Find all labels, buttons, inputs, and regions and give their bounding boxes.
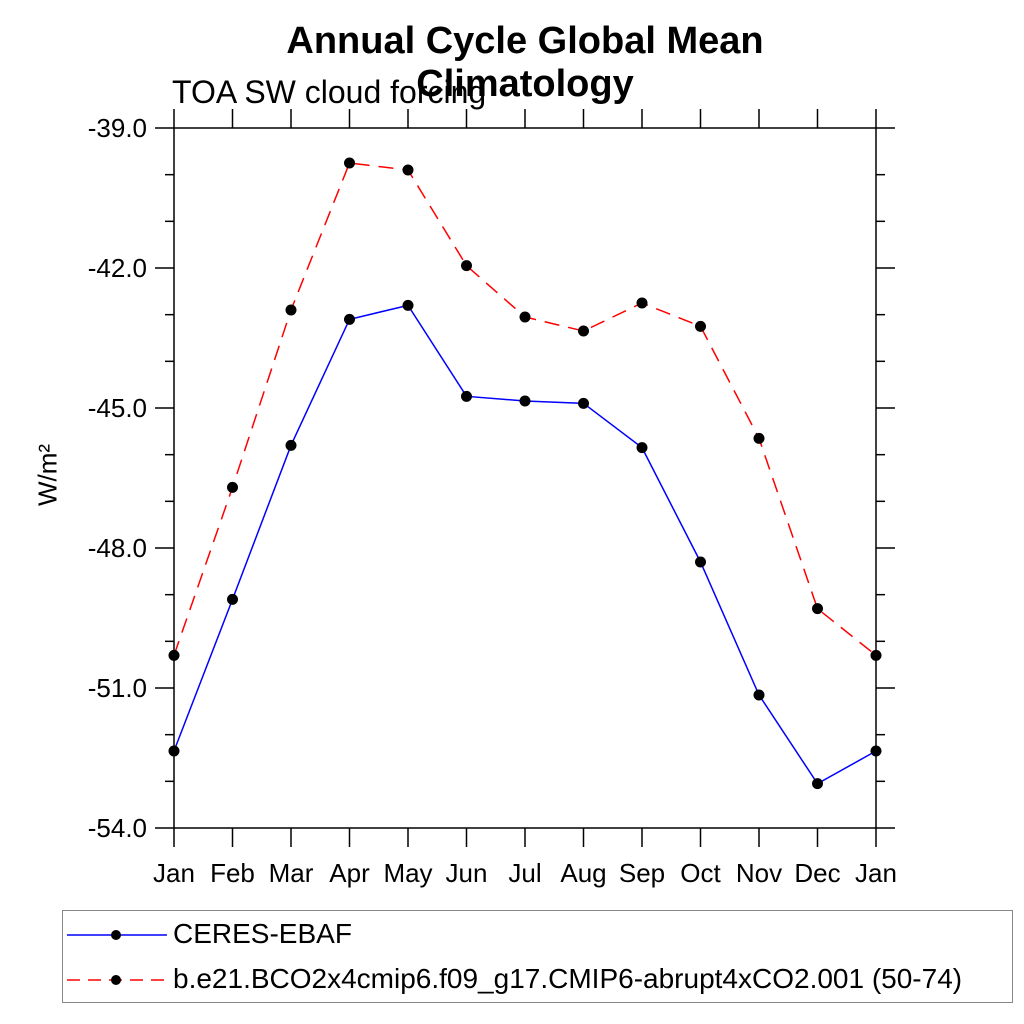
data-point-marker [168,649,180,661]
x-tick-label: Apr [329,858,370,888]
x-tick-label: Aug [560,858,606,888]
data-point-marker [344,157,355,169]
data-point-marker [344,313,355,325]
data-point-marker [402,299,414,311]
data-point-marker [285,439,297,451]
data-point-marker [461,390,472,402]
y-tick-label: -51.0 [88,673,147,703]
x-tick-label: Nov [736,858,782,888]
data-point-marker [636,297,648,309]
data-point-marker [461,260,472,272]
x-tick-label: Jan [855,858,897,888]
legend-line-sample-solid-blue [67,929,167,940]
data-point-marker [870,649,882,661]
x-tick-label: Oct [680,858,721,888]
x-tick-label: Sep [619,858,665,888]
y-tick-label: -39.0 [88,113,147,143]
legend-row-ceres: CERES-EBAF [63,912,1012,957]
chart-subtitle: TOA SW cloud forcing [172,74,487,110]
data-point-marker [870,745,882,757]
legend-marker-dot [111,929,121,940]
data-point-marker [636,442,648,454]
page-title: Annual Cycle Global Mean Climatology [286,20,764,105]
data-point-marker [812,603,823,615]
x-tick-label: May [383,858,432,888]
data-point-marker [227,593,238,605]
data-point-marker [227,481,238,493]
data-point-marker [402,164,414,176]
data-point-marker [578,397,589,409]
data-point-marker [695,320,706,332]
data-point-marker [812,778,823,790]
legend-label-ceres: CERES-EBAF [173,918,352,949]
data-point-marker [285,304,297,316]
data-point-marker [695,556,706,568]
x-tick-label: Mar [269,858,314,888]
data-point-marker [168,745,180,757]
data-point-marker [753,689,765,701]
legend-box: CERES-EBAF b.e21.BCO2x4cmip6.f09_g17.CMI… [62,910,1013,1003]
x-tick-label: Jul [508,858,541,888]
data-point-marker [578,325,589,337]
data-point-marker [753,432,765,444]
x-tick-label: Feb [210,858,255,888]
y-tick-label: -45.0 [88,393,147,423]
x-tick-label: Jan [153,858,195,888]
series-line-1 [173,162,877,656]
series-line-0 [173,304,877,785]
legend-row-model: b.e21.BCO2x4cmip6.f09_g17.CMIP6-abrupt4x… [63,957,1012,1002]
data-point-marker [519,395,531,407]
y-tick-label: -54.0 [88,813,147,843]
x-tick-label: Jun [446,858,488,888]
y-tick-label: -42.0 [88,253,147,283]
legend-line-sample-dashed-red [67,974,167,985]
x-tick-label: Dec [794,858,840,888]
y-tick-label: -48.0 [88,533,147,563]
legend-label-model: b.e21.BCO2x4cmip6.f09_g17.CMIP6-abrupt4x… [173,963,963,994]
legend-marker-dot [111,974,121,985]
data-point-marker [519,311,531,323]
